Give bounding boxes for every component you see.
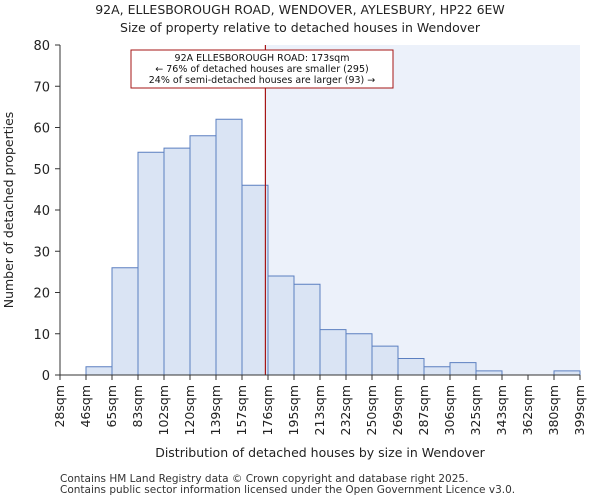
histogram-bar [449, 362, 477, 376]
histogram-bar [189, 135, 217, 376]
x-tick-label: 269sqm [390, 385, 405, 435]
x-tick-label: 232sqm [338, 385, 353, 435]
histogram-bar [267, 275, 295, 376]
annotation-line-2: ← 76% of detached houses are smaller (29… [155, 64, 368, 75]
x-tick-label: 399sqm [572, 385, 587, 435]
histogram-bar [423, 366, 451, 376]
histogram-bar [371, 345, 399, 376]
x-tick-label: 213sqm [312, 385, 327, 435]
histogram-bar [111, 267, 139, 376]
histogram-bar [553, 370, 581, 376]
x-tick-label: 102sqm [156, 385, 171, 435]
x-tick-label: 287sqm [416, 385, 431, 435]
histogram-bar [163, 147, 191, 376]
histogram-bar [397, 358, 425, 376]
annotation-line-3: 24% of semi-detached houses are larger (… [149, 75, 376, 86]
footer-licence: Contains public sector information licen… [60, 484, 516, 496]
y-tick-label: 10 [33, 328, 50, 343]
x-tick-label: 139sqm [208, 385, 223, 435]
histogram-bar [475, 370, 503, 376]
y-tick-label: 0 [42, 369, 50, 384]
x-tick-label: 195sqm [286, 385, 301, 435]
y-tick-label: 30 [33, 245, 50, 260]
x-tick-label: 83sqm [130, 385, 145, 428]
histogram-bar [293, 283, 321, 376]
histogram-bar [319, 329, 347, 376]
x-tick-label: 250sqm [364, 385, 379, 435]
y-tick-label: 80 [33, 39, 50, 54]
x-axis-label: Distribution of detached houses by size … [155, 445, 485, 460]
footer-copyright: Contains HM Land Registry data © Crown c… [60, 473, 469, 485]
histogram-chart: 0 10 20 30 40 50 60 70 80 28sqm 46sqm 65sqm 83sqm 10… [1, 39, 587, 460]
x-tick-label: 120sqm [182, 385, 197, 435]
annotation-line-1: 92A ELLESBOROUGH ROAD: 173sqm [175, 53, 350, 64]
x-tick-label: 46sqm [78, 385, 93, 428]
x-tick-label: 306sqm [442, 385, 457, 435]
histogram-bar [137, 151, 165, 376]
y-tick-label: 70 [33, 80, 50, 95]
x-tick-label: 325sqm [468, 385, 483, 435]
x-tick-label: 343sqm [494, 385, 509, 435]
x-tick-label: 176sqm [260, 385, 275, 435]
y-tick-label: 60 [33, 122, 50, 137]
histogram-bar [215, 118, 243, 376]
histogram-bar [345, 333, 373, 376]
x-tick-label: 362sqm [520, 385, 535, 435]
y-tick-label: 50 [33, 163, 50, 178]
chart-title-address: 92A, ELLESBOROUGH ROAD, WENDOVER, AYLESB… [95, 2, 505, 17]
x-tick-label: 157sqm [234, 385, 249, 435]
chart-subtitle: Size of property relative to detached ho… [120, 20, 480, 35]
x-tick-label: 65sqm [104, 385, 119, 428]
y-axis-label: Number of detached properties [1, 112, 16, 309]
histogram-bar [85, 366, 113, 376]
y-tick-label: 20 [33, 287, 50, 302]
x-tick-label: 380sqm [546, 385, 561, 435]
x-tick-label: 28sqm [52, 385, 67, 428]
y-tick-label: 40 [33, 204, 50, 219]
histogram-bar [241, 184, 269, 376]
annotation-box: 92A ELLESBOROUGH ROAD: 173sqm ← 76% of d… [130, 49, 394, 89]
